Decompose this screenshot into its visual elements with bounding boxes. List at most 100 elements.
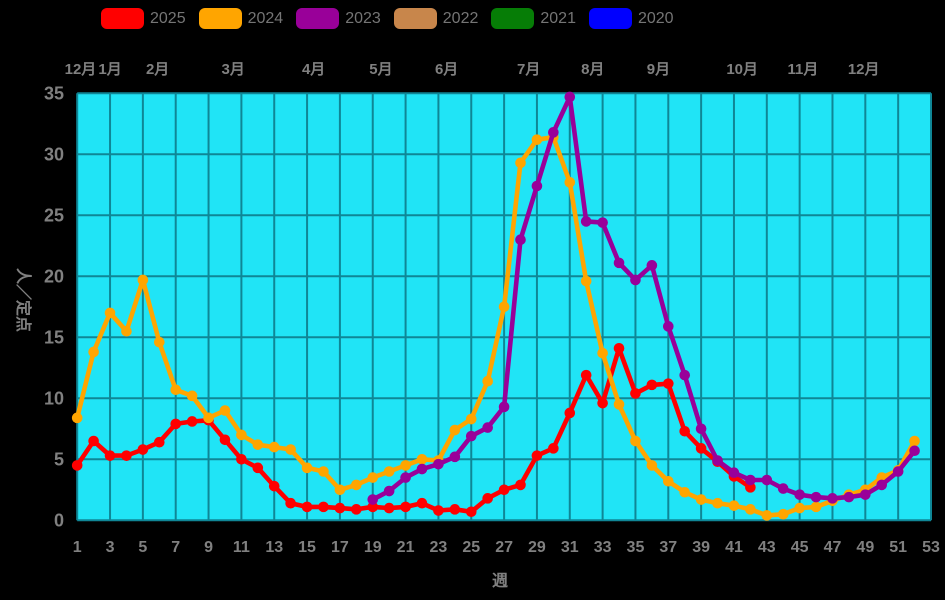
data-point-2024	[383, 466, 395, 477]
data-point-2024	[153, 336, 165, 348]
legend-label: 2020	[637, 9, 674, 27]
data-point-2025	[416, 497, 428, 509]
x-tick-label: 19	[364, 539, 382, 556]
legend-swatch-2024	[198, 8, 242, 29]
data-point-2025	[285, 497, 296, 509]
data-point-2023	[909, 445, 920, 457]
month-label: 10月	[726, 61, 758, 78]
data-point-2024	[121, 325, 132, 337]
data-point-2023	[531, 180, 543, 192]
data-point-2025	[498, 484, 510, 496]
data-point-2024	[777, 508, 789, 520]
x-tick-label: 29	[528, 539, 546, 556]
data-point-2023	[745, 474, 756, 486]
data-point-2025	[318, 501, 329, 513]
data-point-2024	[88, 346, 99, 358]
data-point-2023	[794, 489, 805, 500]
data-point-2025	[88, 435, 99, 447]
x-tick-label: 15	[298, 539, 316, 556]
x-tick-label: 31	[561, 539, 579, 556]
data-point-2024	[810, 501, 822, 513]
x-tick-label: 27	[495, 539, 513, 556]
data-point-2025	[219, 434, 231, 446]
y-tick-label: 0	[54, 510, 64, 530]
legend-swatch-2025	[101, 8, 144, 29]
data-point-2024	[498, 301, 510, 313]
legend-swatch-2023	[296, 8, 340, 29]
data-point-2024	[613, 399, 625, 410]
data-point-2025	[334, 502, 346, 514]
data-point-2024	[334, 484, 346, 496]
data-point-2025	[137, 444, 149, 455]
data-point-2025	[482, 493, 493, 504]
series-line-2023	[370, 94, 917, 502]
y-axis-title: 人／定点	[14, 268, 33, 332]
legend-item-2020[interactable]: 2020	[588, 8, 674, 29]
legend-label: 2024	[247, 9, 284, 27]
data-point-2025	[564, 407, 576, 419]
x-tick-label: 47	[824, 539, 842, 556]
data-point-2025	[646, 379, 658, 391]
data-point-2024	[236, 429, 247, 441]
data-point-2025	[679, 425, 691, 437]
data-point-2025	[268, 480, 280, 492]
data-point-2023	[712, 455, 723, 466]
month-label: 8月	[581, 61, 604, 78]
data-point-2025	[531, 450, 543, 461]
data-point-2023	[728, 467, 740, 479]
data-point-2024	[318, 466, 329, 477]
data-point-2025	[71, 460, 83, 471]
data-point-2025	[104, 450, 116, 461]
data-point-2024	[597, 347, 608, 359]
data-point-2023	[843, 491, 855, 503]
data-point-2023	[892, 466, 904, 477]
data-point-2023	[564, 91, 576, 103]
legend-swatch-2021	[491, 8, 535, 29]
data-point-2025	[695, 443, 707, 454]
data-point-2024	[909, 435, 920, 447]
data-point-2024	[646, 460, 658, 471]
data-point-2024	[416, 454, 428, 465]
data-point-2025	[121, 450, 132, 461]
data-point-2024	[679, 486, 691, 498]
month-label: 2月	[146, 61, 169, 78]
y-tick-label: 5	[54, 449, 64, 469]
x-tick-label: 53	[922, 539, 940, 556]
x-tick-label: 17	[331, 539, 349, 556]
x-tick-label: 41	[725, 539, 743, 556]
data-point-2024	[170, 384, 182, 396]
data-point-2023	[433, 458, 444, 470]
data-point-2024	[745, 504, 756, 515]
data-point-2023	[580, 216, 592, 227]
legend-item-2024[interactable]: 2024	[198, 8, 284, 29]
month-label: 1月	[98, 61, 121, 78]
data-point-2024	[695, 494, 707, 505]
y-tick-label: 35	[44, 83, 64, 103]
data-point-2025	[400, 501, 411, 513]
x-tick-label: 9	[204, 539, 213, 556]
data-point-2025	[465, 506, 477, 518]
legend-item-2022[interactable]: 2022	[393, 8, 478, 29]
data-point-2024	[712, 497, 723, 509]
data-point-2025	[613, 342, 625, 354]
legend-item-2021[interactable]: 2021	[491, 8, 576, 29]
data-point-2024	[531, 134, 543, 145]
month-label: 12月	[65, 61, 97, 78]
y-tick-label: 25	[44, 205, 64, 225]
data-point-2023	[860, 489, 871, 500]
legend-item-2023[interactable]: 2023	[296, 8, 381, 29]
data-point-2024	[564, 177, 576, 188]
x-tick-label: 35	[627, 539, 645, 556]
legend-label: 2023	[345, 9, 381, 27]
data-point-2025	[433, 505, 444, 516]
data-point-2024	[137, 274, 149, 286]
month-label: 11月	[788, 61, 819, 78]
legend-item-2025[interactable]: 2025	[101, 8, 186, 29]
x-tick-label: 25	[462, 539, 480, 556]
x-tick-label: 1	[73, 539, 82, 556]
data-point-2025	[367, 501, 379, 513]
x-tick-label: 5	[138, 539, 147, 556]
data-point-2023	[548, 127, 559, 138]
x-axis-title: 週	[492, 572, 508, 590]
data-point-2024	[449, 424, 461, 436]
